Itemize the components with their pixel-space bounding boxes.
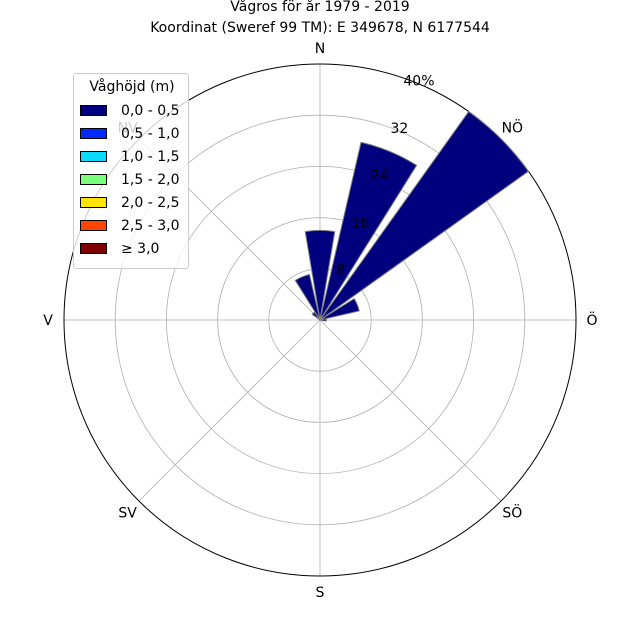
grid-spoke (138, 319, 321, 502)
legend-swatch (80, 128, 107, 139)
chart-subtitle: Koordinat (Sweref 99 TM): E 349678, N 61… (150, 20, 490, 36)
legend-label: 1,0 - 1,5 (121, 149, 180, 165)
radial-tick-label: 16 (351, 215, 369, 231)
grid-spoke (319, 319, 502, 502)
legend-swatch (80, 105, 107, 116)
legend-item: 2,0 - 2,5 (80, 194, 188, 212)
legend-label: 2,0 - 2,5 (121, 195, 180, 211)
polar-frame (63, 63, 577, 577)
direction-label: S (316, 585, 325, 601)
legend-item: 1,5 - 2,0 (80, 171, 188, 189)
legend-label: ≥ 3,0 (121, 241, 160, 257)
direction-label: V (43, 313, 53, 329)
direction-label: Ö (586, 311, 597, 329)
sector-bar (319, 141, 418, 321)
legend-item: 0,0 - 0,5 (80, 102, 188, 120)
sector-bar (311, 311, 321, 321)
direction-label: NÖ (502, 119, 524, 137)
direction-label: SÖ (502, 503, 522, 521)
legend-label: 0,0 - 0,5 (121, 103, 180, 119)
sector-bar (319, 110, 530, 321)
legend-swatch (80, 220, 107, 231)
legend-swatch (80, 243, 107, 254)
legend-item: 0,5 - 1,0 (80, 125, 188, 143)
direction-label: SV (118, 505, 137, 521)
chart-title: Vågros för år 1979 - 2019 (230, 0, 410, 15)
legend-item: 1,0 - 1,5 (80, 148, 188, 166)
sector-bar (319, 318, 327, 322)
sector-bar (304, 229, 336, 321)
legend-item: 2,5 - 3,0 (80, 217, 188, 235)
legend: Våghöjd (m) 0,0 - 0,5 0,5 - 1,0 1,0 - 1,… (73, 73, 189, 269)
sector-bar (319, 297, 360, 321)
radial-tick-label: 32 (390, 121, 408, 137)
legend-title: Våghöjd (m) (89, 79, 175, 95)
legend-swatch (80, 151, 107, 162)
legend-label: 0,5 - 1,0 (121, 126, 180, 142)
radial-tick-label: 8 (336, 263, 345, 279)
legend-swatch (80, 174, 107, 185)
radial-tick-label: 40% (403, 73, 434, 89)
direction-label: N (315, 41, 325, 57)
legend-item: ≥ 3,0 (80, 240, 188, 258)
sector-bar (294, 273, 321, 321)
legend-swatch (80, 197, 107, 208)
radial-tick-label: 24 (371, 168, 389, 184)
legend-label: 1,5 - 2,0 (121, 172, 180, 188)
legend-label: 2,5 - 3,0 (121, 218, 180, 234)
